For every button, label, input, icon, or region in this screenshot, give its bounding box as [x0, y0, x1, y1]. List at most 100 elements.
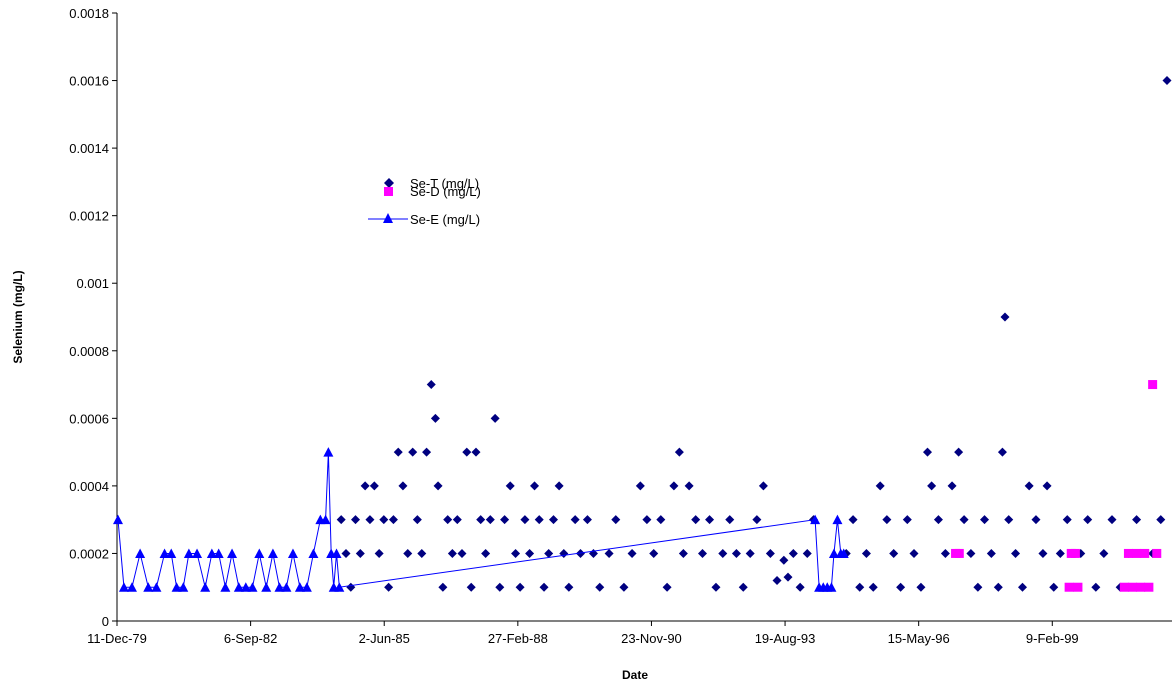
se-e-point [113, 514, 123, 525]
se-t-point [466, 582, 476, 592]
se-t-point [1062, 515, 1072, 525]
y-tick-label: 0.0004 [69, 479, 109, 494]
se-e-point [810, 514, 821, 525]
se-t-point [993, 582, 1003, 592]
y-tick-label: 0.0014 [69, 141, 109, 156]
se-d-point [1148, 380, 1158, 390]
se-t-point [515, 582, 525, 592]
se-t-point [684, 481, 694, 491]
se-t-point [635, 481, 645, 491]
se-t-point [346, 582, 356, 592]
se-t-point [795, 582, 805, 592]
se-t-point [1017, 582, 1027, 592]
x-tick-label: 11-Dec-79 [87, 631, 147, 646]
se-d-point [1152, 548, 1162, 558]
y-tick-label: 0.0012 [69, 209, 109, 224]
se-e-point [171, 582, 182, 592]
se-t-point [855, 582, 865, 592]
se-t-point [403, 548, 413, 558]
legend-diamond-marker [384, 178, 394, 188]
se-d-point [1136, 582, 1146, 592]
se-t-point [765, 548, 775, 558]
legend-label-se-e: Se-E (mg/L) [410, 212, 480, 227]
se-t-point [365, 515, 375, 525]
se-t-point [505, 481, 515, 491]
se-e-point [301, 582, 312, 592]
se-t-point [388, 515, 398, 525]
se-t-point [1055, 548, 1065, 558]
se-t-point [1011, 548, 1021, 558]
se-t-point [627, 548, 637, 558]
se-e-point [832, 514, 843, 525]
se-t-point [922, 447, 932, 457]
se-t-point [549, 515, 559, 525]
se-e-point [159, 548, 170, 558]
se-t-point [783, 572, 793, 582]
se-t-point [570, 515, 580, 525]
se-t-point [417, 548, 427, 558]
se-t-point [355, 548, 365, 558]
se-t-point [997, 447, 1007, 457]
se-t-point [927, 481, 937, 491]
se-t-point [752, 515, 762, 525]
x-tick-label: 6-Sep-82 [224, 631, 277, 646]
se-t-point [896, 582, 906, 592]
se-e-point [240, 582, 251, 592]
se-t-point [772, 575, 782, 585]
y-tick-label: 0.0006 [69, 411, 109, 426]
se-t-point [674, 447, 684, 457]
se-t-point [511, 548, 521, 558]
se-t-point [1024, 481, 1034, 491]
se-d-point [954, 548, 964, 558]
se-t-point [848, 515, 858, 525]
se-t-point [718, 548, 728, 558]
se-t-point [1004, 515, 1014, 525]
se-t-point [875, 481, 885, 491]
se-t-point [495, 582, 505, 592]
se-e-point [323, 447, 334, 457]
se-t-point [393, 447, 403, 457]
se-t-point [525, 548, 535, 558]
se-t-point [462, 447, 472, 457]
se-t-point [788, 548, 798, 558]
se-t-point [882, 515, 892, 525]
x-tick-label: 27-Feb-88 [488, 631, 548, 646]
se-t-point [697, 548, 707, 558]
se-t-point [384, 582, 394, 592]
se-t-point [868, 582, 878, 592]
y-tick-label: 0.0018 [69, 6, 109, 21]
se-t-point [447, 548, 457, 558]
se-t-point [490, 413, 500, 423]
se-t-point [973, 582, 983, 592]
se-t-point [802, 548, 812, 558]
se-t-point [1083, 515, 1093, 525]
se-t-point [582, 515, 592, 525]
se-t-point [986, 548, 996, 558]
se-e-point [294, 582, 305, 592]
se-t-point [1000, 312, 1010, 322]
y-tick-label: 0.0016 [69, 74, 109, 89]
se-t-point [954, 447, 964, 457]
se-t-point [779, 555, 789, 565]
se-t-point [902, 515, 912, 525]
y-tick-label: 0.0008 [69, 344, 109, 359]
legend-square-marker [384, 187, 393, 196]
se-t-point [669, 481, 679, 491]
se-e-point [151, 582, 162, 592]
se-e-point [826, 582, 837, 592]
se-t-point [471, 447, 481, 457]
se-e-point [233, 582, 244, 592]
se-t-point [554, 481, 564, 491]
se-t-point [1038, 548, 1048, 558]
se-t-point [909, 548, 919, 558]
se-t-point [604, 548, 614, 558]
se-t-point [1132, 515, 1142, 525]
se-t-point [916, 582, 926, 592]
se-e-point [183, 548, 194, 558]
se-d-point [1132, 548, 1142, 558]
se-t-point [534, 515, 544, 525]
se-t-point [530, 481, 540, 491]
se-t-point [485, 515, 495, 525]
x-tick-label: 19-Aug-93 [755, 631, 816, 646]
